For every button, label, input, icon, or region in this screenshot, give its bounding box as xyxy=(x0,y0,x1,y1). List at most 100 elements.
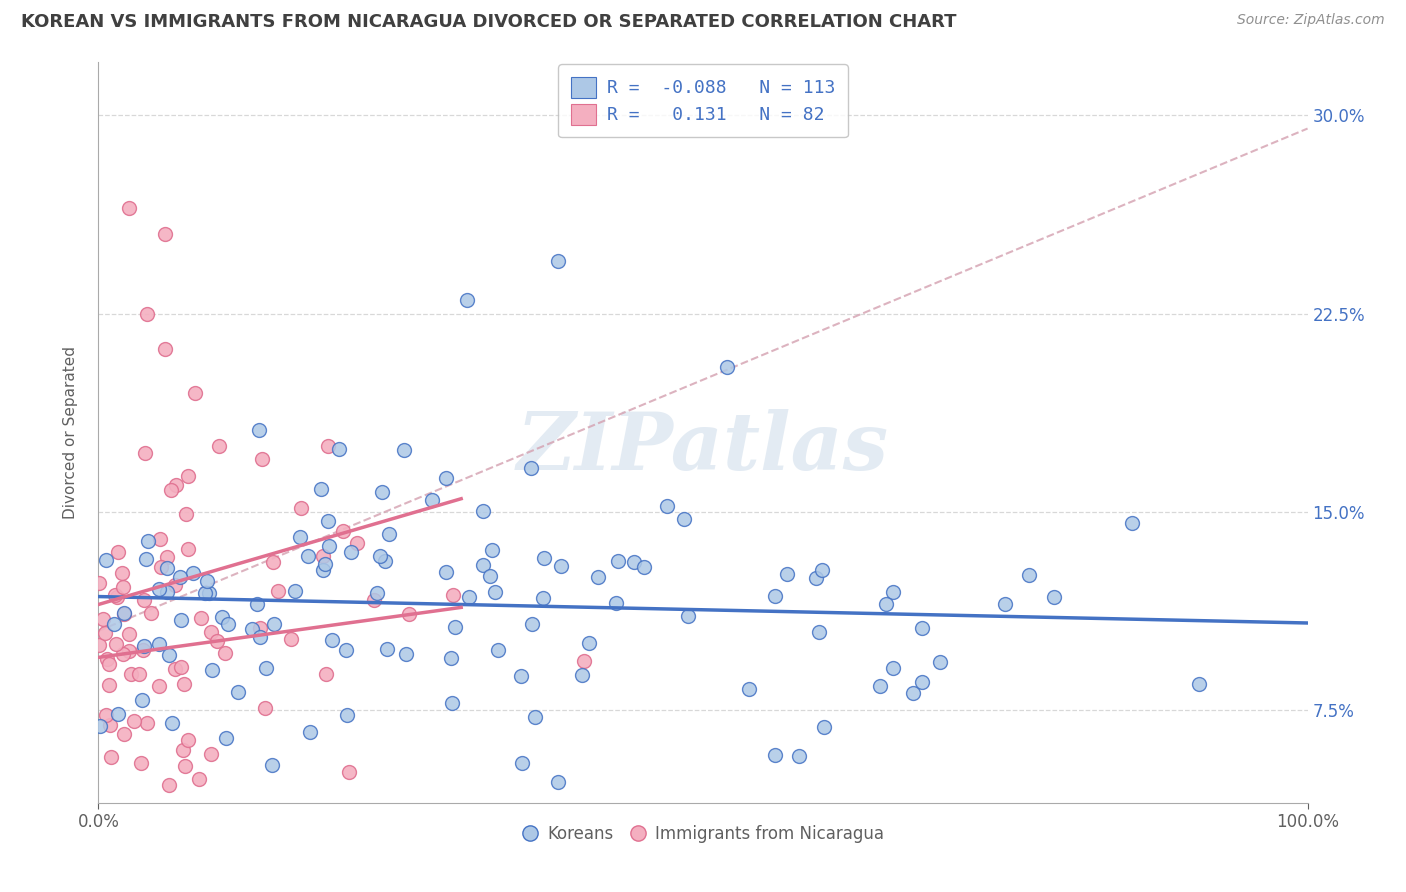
Point xyxy=(217,616,239,631)
Point xyxy=(875,597,897,611)
Point xyxy=(110,566,132,581)
Point xyxy=(91,612,114,626)
Point xyxy=(132,639,155,653)
Point xyxy=(346,535,368,549)
Point xyxy=(136,534,159,549)
Point xyxy=(254,660,277,674)
Point xyxy=(318,439,340,453)
Point xyxy=(676,608,699,623)
Point xyxy=(170,613,193,627)
Point xyxy=(811,563,834,577)
Point xyxy=(486,643,509,657)
Point xyxy=(157,648,180,662)
Point xyxy=(117,643,139,657)
Point xyxy=(120,666,142,681)
Point xyxy=(134,446,156,460)
Point xyxy=(262,758,284,772)
Point xyxy=(524,710,547,724)
Point xyxy=(148,582,170,596)
Point xyxy=(633,559,655,574)
Point xyxy=(290,530,312,544)
Point xyxy=(98,657,121,671)
Point xyxy=(510,756,533,771)
Point xyxy=(128,667,150,681)
Point xyxy=(882,661,904,675)
Legend: Koreans, Immigrants from Nicaragua: Koreans, Immigrants from Nicaragua xyxy=(516,819,890,850)
Point xyxy=(370,485,392,500)
Point xyxy=(869,679,891,693)
Point xyxy=(89,575,111,590)
Point xyxy=(267,583,290,598)
Point xyxy=(157,778,180,792)
Point xyxy=(578,636,600,650)
Point xyxy=(484,585,506,599)
Point xyxy=(135,307,157,321)
Point xyxy=(572,654,595,668)
Point xyxy=(314,558,336,572)
Point xyxy=(312,563,335,577)
Point xyxy=(392,442,415,457)
Text: KOREAN VS IMMIGRANTS FROM NICARAGUA DIVORCED OR SEPARATED CORRELATION CHART: KOREAN VS IMMIGRANTS FROM NICARAGUA DIVO… xyxy=(21,13,956,31)
Point xyxy=(200,747,222,762)
Point xyxy=(97,678,120,692)
Point xyxy=(547,253,569,268)
Point xyxy=(94,553,117,567)
Point xyxy=(471,558,494,572)
Point xyxy=(118,627,141,641)
Point xyxy=(263,616,285,631)
Point xyxy=(440,651,463,665)
Point xyxy=(533,550,555,565)
Point xyxy=(1018,567,1040,582)
Point xyxy=(738,681,761,696)
Point xyxy=(378,526,401,541)
Point xyxy=(673,512,696,526)
Point xyxy=(194,586,217,600)
Point xyxy=(240,623,263,637)
Point xyxy=(250,452,273,467)
Point xyxy=(547,774,569,789)
Point xyxy=(129,756,152,771)
Point xyxy=(170,660,193,674)
Point xyxy=(763,747,786,762)
Point xyxy=(131,693,153,707)
Point xyxy=(104,588,127,602)
Point xyxy=(457,590,479,604)
Point xyxy=(456,293,478,308)
Point xyxy=(716,359,738,374)
Point xyxy=(200,624,222,639)
Point xyxy=(169,570,191,584)
Point xyxy=(195,574,218,589)
Point xyxy=(156,561,179,575)
Point xyxy=(134,592,156,607)
Text: Source: ZipAtlas.com: Source: ZipAtlas.com xyxy=(1237,13,1385,28)
Point xyxy=(112,648,135,662)
Point xyxy=(87,638,110,652)
Point xyxy=(655,499,678,513)
Point xyxy=(363,593,385,607)
Point xyxy=(318,539,340,553)
Point xyxy=(112,727,135,741)
Point xyxy=(605,596,627,610)
Point xyxy=(135,716,157,731)
Point xyxy=(481,543,503,558)
Point xyxy=(315,667,337,681)
Point xyxy=(434,565,457,579)
Point xyxy=(149,532,172,546)
Point xyxy=(96,652,118,666)
Point xyxy=(174,507,197,521)
Point xyxy=(122,714,145,729)
Point xyxy=(107,545,129,559)
Point xyxy=(763,589,786,603)
Point xyxy=(623,555,645,569)
Point xyxy=(262,555,284,569)
Point xyxy=(188,772,211,786)
Point xyxy=(214,731,236,745)
Point xyxy=(804,571,827,585)
Point xyxy=(398,607,420,621)
Point xyxy=(177,541,200,556)
Point xyxy=(520,460,543,475)
Point xyxy=(156,550,179,565)
Point xyxy=(312,549,335,564)
Point xyxy=(366,586,388,600)
Point xyxy=(112,607,135,621)
